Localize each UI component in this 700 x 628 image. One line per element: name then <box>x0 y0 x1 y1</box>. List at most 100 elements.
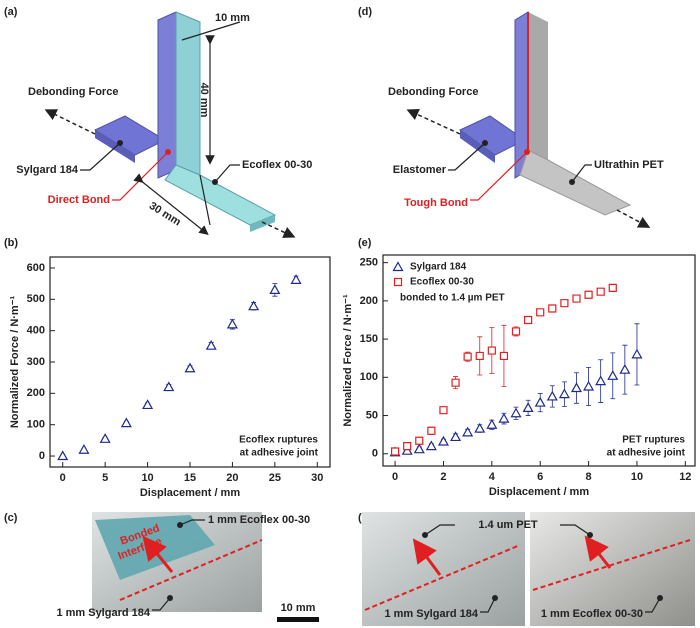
marker <box>487 346 496 355</box>
marker <box>608 283 617 292</box>
photo-label: 1 mm Ecoflex 00-30 <box>208 514 310 526</box>
marker <box>560 299 569 308</box>
y-axis-title: Normalized Force / N·m⁻¹ <box>9 295 21 428</box>
marker <box>248 300 260 311</box>
photo-c: Bonded Interface 1 mm Ecoflex 00-30 1 mm… <box>56 512 319 622</box>
x-tick-label: 20 <box>226 472 238 484</box>
x-tick-label: 25 <box>269 472 281 484</box>
plot-frame <box>382 254 696 467</box>
photo-label: 1 mm Sylgard 184 <box>384 608 478 620</box>
layer-label: Ecoflex 00-30 <box>242 159 312 171</box>
marker <box>205 339 217 350</box>
dimension-label: 30 mm <box>147 200 183 229</box>
panel-label: (c) <box>4 512 18 524</box>
x-tick-label: 5 <box>102 472 108 484</box>
annotation: Ecoflex ruptures <box>239 435 318 446</box>
panel-label: (a) <box>4 6 18 18</box>
x-tick-label: 2 <box>440 471 446 483</box>
x-tick-label: 0 <box>60 472 66 484</box>
marker <box>390 447 400 456</box>
legend-label: Sylgard 184 <box>410 262 467 273</box>
marker <box>558 388 570 399</box>
marker <box>413 443 425 454</box>
layer-label: Sylgard 184 <box>16 164 79 176</box>
x-axis-title: Displacement / mm <box>489 486 589 498</box>
annotation: bonded to 1.4 µm PET <box>400 293 505 304</box>
marker <box>451 378 460 387</box>
x-tick-label: 12 <box>679 471 691 483</box>
marker <box>486 418 498 429</box>
marker <box>475 351 484 361</box>
marker <box>290 274 302 284</box>
layer-label: Elastomer <box>393 164 447 176</box>
x-tick-label: 10 <box>141 472 153 484</box>
marker <box>403 442 412 451</box>
y-tick-label: 100 <box>360 371 378 383</box>
marker <box>536 308 545 317</box>
marker <box>226 318 238 329</box>
y-tick-label: 0 <box>372 448 378 460</box>
marker <box>510 407 522 418</box>
diagram-d: Debonding Force Elastomer Ultrathin PET … <box>388 11 664 228</box>
marker <box>462 426 474 437</box>
x-tick-label: 6 <box>537 471 543 483</box>
y-tick-label: 150 <box>360 333 378 345</box>
y-tick-label: 600 <box>27 262 45 274</box>
y-tick-label: 200 <box>360 295 378 307</box>
marker <box>522 402 534 412</box>
y-tick-label: 100 <box>27 419 45 431</box>
marker <box>78 444 90 454</box>
x-tick-label: 4 <box>489 471 496 483</box>
dimension-label: 10 mm <box>215 12 250 24</box>
marker <box>184 362 196 373</box>
y-tick-label: 0 <box>39 450 45 462</box>
marker <box>572 294 581 303</box>
x-tick-label: 15 <box>184 472 196 484</box>
marker <box>546 390 558 401</box>
marker <box>583 380 595 391</box>
marker <box>463 352 472 361</box>
marker <box>99 433 111 443</box>
marker <box>163 381 175 392</box>
marker <box>450 431 462 442</box>
x-tick-label: 10 <box>631 471 643 483</box>
marker <box>595 375 607 386</box>
x-tick-label: 0 <box>392 471 398 483</box>
photo-label: 1 mm Ecoflex 00-30 <box>541 608 643 620</box>
marker <box>619 363 631 374</box>
marker <box>269 284 281 295</box>
photo-f: 1.4 um PET 1 mm Sylgard 184 1 mm Ecoflex… <box>362 512 695 626</box>
x-axis-title: Displacement / mm <box>140 487 240 499</box>
marker <box>425 440 437 451</box>
scale-bar-label: 10 mm <box>281 602 316 614</box>
marker <box>511 327 521 336</box>
legend-marker <box>392 261 404 272</box>
legend-marker <box>393 277 403 287</box>
marker <box>142 399 154 410</box>
photo-label: 1.4 um PET <box>478 519 538 531</box>
panel-label: (d) <box>358 6 372 18</box>
y-axis-title: Normalized Force / N·m⁻¹ <box>342 294 354 427</box>
marker <box>427 426 436 435</box>
y-tick-label: 300 <box>27 356 45 368</box>
y-tick-label: 200 <box>27 387 45 399</box>
marker <box>584 290 593 299</box>
annotation: at adhesive joint <box>607 448 686 459</box>
bond-label: Tough Bond <box>404 197 468 209</box>
marker <box>474 422 486 433</box>
y-tick-label: 500 <box>27 293 45 305</box>
marker <box>120 417 132 428</box>
panel-label: (b) <box>4 237 18 249</box>
marker <box>607 370 619 380</box>
bond-label: Direct Bond <box>48 194 110 206</box>
legend-label: Ecoflex 00-30 <box>410 277 474 288</box>
photo-label: 1 mm Sylgard 184 <box>56 607 150 619</box>
annotation: at adhesive joint <box>240 448 319 459</box>
x-tick-label: 30 <box>311 472 323 484</box>
marker <box>439 406 448 415</box>
y-tick-label: 50 <box>366 409 378 421</box>
marker <box>437 435 449 446</box>
marker <box>631 348 643 359</box>
force-label: Debonding Force <box>388 86 478 98</box>
